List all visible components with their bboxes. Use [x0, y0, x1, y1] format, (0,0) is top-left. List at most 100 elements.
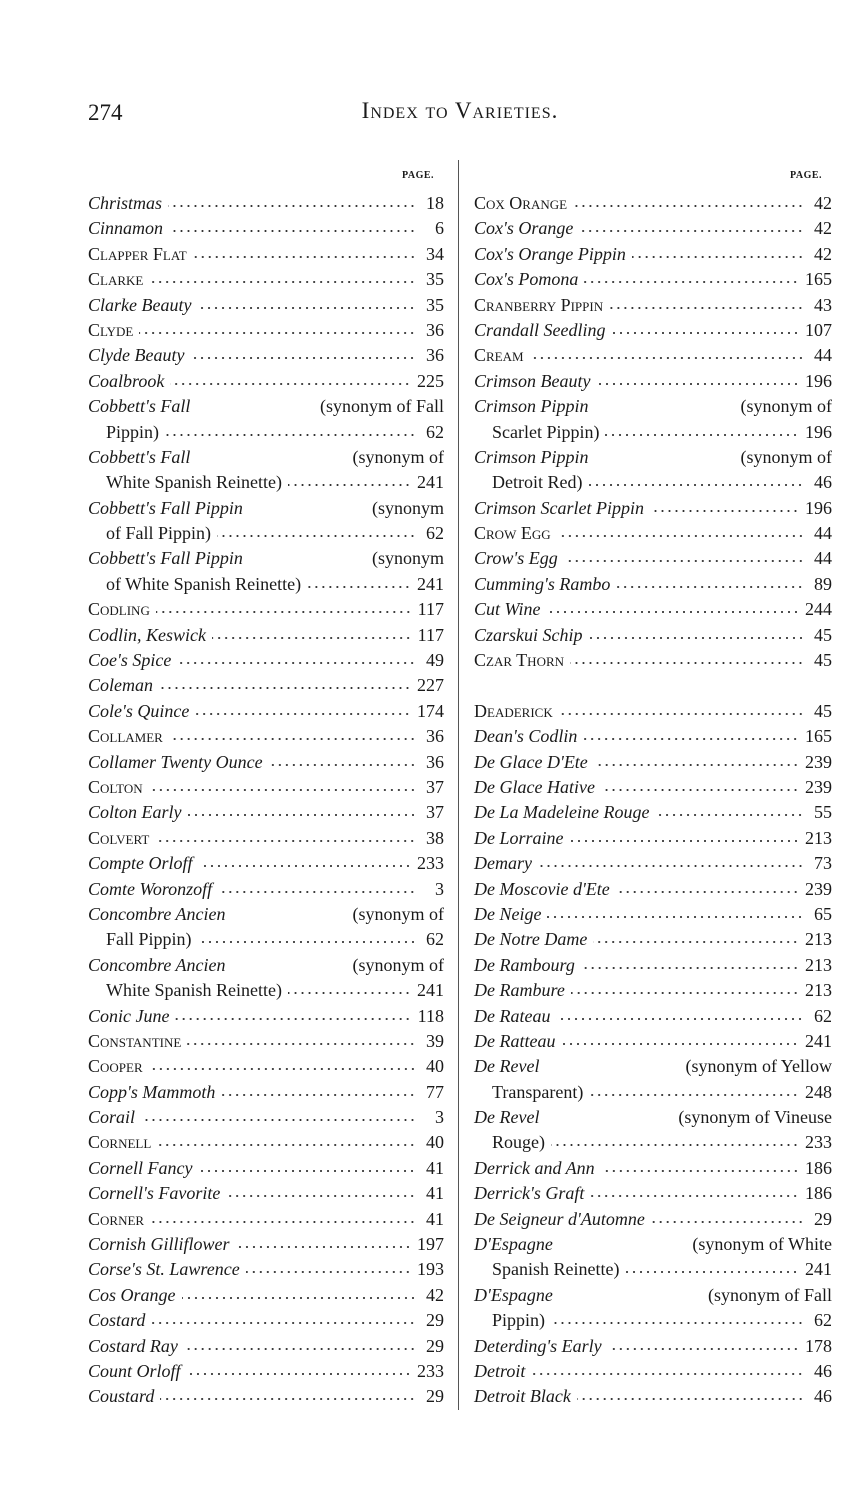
entry-line: Cream 44 — [474, 343, 832, 368]
entry-name: Cox's Pomona — [474, 269, 579, 290]
entry-name: Concombre Ancien — [88, 954, 226, 975]
entry-line: Czarskui Schip 45 — [474, 623, 832, 648]
entry-page: 41 — [426, 1208, 444, 1229]
entry-line: Crimson Beauty 196 — [474, 369, 832, 394]
index-entry: Cobbett's Fall (synonym of Fall Pippin) 62 — [88, 394, 444, 445]
entry-page: 196 — [805, 421, 832, 442]
entry-line: Comte Woronzoff 3 — [88, 877, 444, 902]
index-entry: Cinnamon 6 — [88, 216, 444, 241]
dot-leader — [556, 533, 804, 540]
page-title: Index to Varieties. — [361, 98, 559, 123]
entry-line: Costard Ray 29 — [88, 1334, 444, 1359]
dot-leader — [217, 533, 416, 540]
index-entry: Crimson Scarlet Pippin 196 — [474, 496, 832, 521]
entry-name: Crow Egg — [474, 523, 551, 544]
index-entry: Coalbrook 225 — [88, 369, 444, 394]
entry-name: Coleman — [88, 675, 153, 696]
entry-line: Corse's St. Lawrence 193 — [88, 1257, 444, 1282]
entry-line: Cox's Orange Pippin 42 — [474, 242, 832, 267]
index-entry: Clarke Beauty 35 — [88, 293, 444, 318]
entry-note: (synonym — [372, 548, 444, 569]
index-entry: De Glace Hative 239 — [474, 775, 832, 800]
entry-name: Coe's Spice — [88, 650, 172, 671]
index-entry: De Neige 65 — [474, 902, 832, 927]
dot-leader — [151, 1320, 416, 1327]
entry-name: D'Espagne — [474, 1234, 553, 1255]
index-entry: Clapper Flat 34 — [88, 242, 444, 267]
entry-page: 213 — [805, 954, 832, 975]
entry-page: 244 — [805, 599, 832, 620]
entry-line: Crimson Pippin (synonym of — [474, 445, 832, 470]
entry-line-continued: Fall Pippin) 62 — [88, 927, 444, 952]
dot-leader — [537, 863, 804, 870]
entry-name: Corner — [88, 1208, 145, 1229]
entry-page: 89 — [814, 573, 832, 594]
dot-leader — [607, 1345, 799, 1352]
entry-note: (synonym — [372, 497, 444, 518]
entry-name: Christmas — [88, 193, 163, 213]
dot-leader — [589, 1091, 799, 1098]
entry-line: Cornish Gilliflower 197 — [88, 1232, 444, 1257]
entry-name: De Glace Hative — [474, 776, 595, 797]
entry-page: 239 — [805, 878, 832, 899]
entry-page: 186 — [805, 1183, 832, 1204]
index-entry: Crimson Beauty 196 — [474, 369, 832, 394]
dot-leader — [588, 634, 804, 641]
entry-page: 186 — [805, 1157, 832, 1178]
entry-name: Codlin, Keswick — [88, 624, 206, 645]
entry-page: 40 — [426, 1132, 444, 1153]
entry-page: 46 — [814, 472, 832, 493]
entry-name: De Notre Dame — [474, 929, 588, 950]
entry-line: De Moscovie d'Ete 239 — [474, 877, 832, 902]
entry-name: Cumming's Rambo — [474, 573, 611, 594]
entry-name: Cobbett's Fall — [88, 446, 191, 467]
entry-name: Cobbett's Fall Pippin — [88, 497, 243, 518]
entry-name: Cornell Fancy — [88, 1157, 193, 1178]
entry-page: 197 — [417, 1234, 444, 1255]
entry-name: Corse's St. Lawrence — [88, 1259, 240, 1280]
dot-leader — [165, 431, 416, 438]
index-group: Deaderick 45 Dean's Codlin 165 De Glace D'Et… — [474, 699, 832, 1410]
index-entry: Cobbett's Fall Pippin (synonym of Fall Pip… — [88, 496, 444, 547]
index-group: Christmas 18 Cinnamon 6 Clapper Flat 34 Clarke… — [88, 191, 444, 1410]
entry-page: 65 — [814, 903, 832, 924]
dot-leader — [580, 964, 799, 971]
entry-line: Cos Orange 42 — [88, 1283, 444, 1308]
dot-leader — [616, 583, 804, 590]
entry-line: Crow Egg 44 — [474, 521, 832, 546]
entry-page: 73 — [814, 853, 832, 874]
dot-leader — [218, 888, 416, 895]
entry-line: De Rateau 62 — [474, 1004, 832, 1029]
entry-page: 42 — [814, 243, 832, 264]
entry-page: 233 — [417, 1360, 444, 1381]
dot-leader — [650, 1218, 804, 1225]
entry-page: 193 — [417, 1259, 444, 1280]
dot-leader — [187, 1040, 416, 1047]
entry-line: Cranberry Pippin 43 — [474, 293, 832, 318]
index-entry: De Glace D'Ete 239 — [474, 750, 832, 775]
entry-line: Deaderick 45 — [474, 699, 832, 724]
entry-name: Cobbett's Fall — [88, 396, 191, 417]
entry-line: Clyde 36 — [88, 318, 444, 343]
entry-line: Colton Early 37 — [88, 800, 444, 825]
entry-note-continued: Scarlet Pippin) — [492, 421, 600, 442]
entry-name: Corail — [88, 1107, 136, 1128]
dot-leader — [583, 736, 799, 743]
index-entry: De Rateau 62 — [474, 1004, 832, 1029]
entry-page: 239 — [805, 751, 832, 772]
dot-leader — [588, 482, 804, 489]
dot-leader — [197, 939, 416, 946]
dot-leader — [268, 761, 416, 768]
entry-note: (synonym of — [352, 954, 445, 975]
dot-leader — [226, 1193, 416, 1200]
entry-note-continued: Pippin) — [492, 1310, 546, 1331]
entry-name: Crimson Beauty — [474, 370, 591, 391]
entry-page: 44 — [814, 523, 832, 544]
index-entry: Colton 37 — [88, 775, 444, 800]
entry-page: 42 — [426, 1284, 444, 1305]
dot-leader — [192, 253, 416, 260]
entry-line-continued: Rouge) 233 — [474, 1130, 832, 1155]
index-entry: Codling 117 — [88, 597, 444, 622]
entry-name: Deterding's Early — [474, 1335, 602, 1356]
index-entry: Copp's Mammoth 77 — [88, 1080, 444, 1105]
